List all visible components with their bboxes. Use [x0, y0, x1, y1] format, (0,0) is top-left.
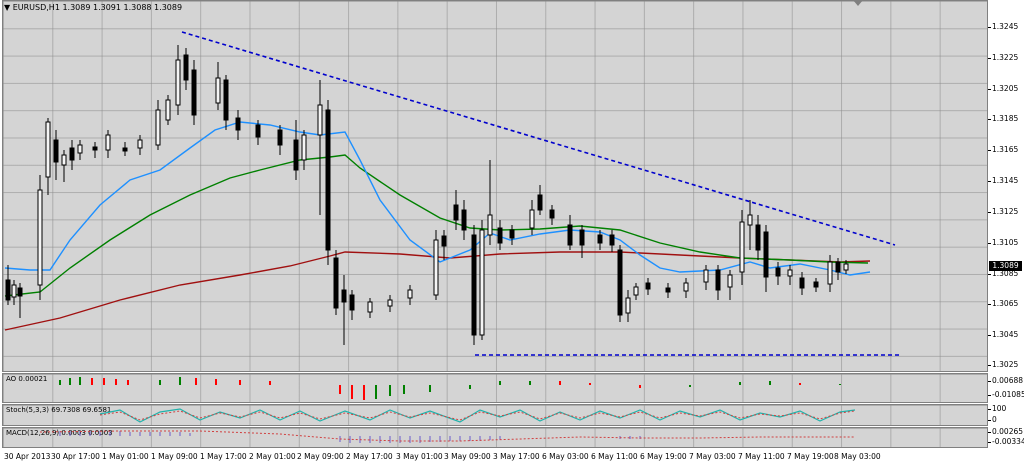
macd-scale: 0.00265 -0.00334	[987, 427, 1024, 448]
time-label: 30 Apr 2013	[4, 452, 51, 461]
price-scale[interactable]: 1.3245 1.3225 1.3205 1.3185 1.3165 1.314…	[987, 0, 1024, 372]
time-axis[interactable]: 30 Apr 2013 30 Apr 17:00 1 May 01:00 1 M…	[0, 448, 1024, 465]
descending-trendline	[181, 31, 896, 246]
ao-tick: 0.00688	[987, 376, 1024, 385]
time-label: 7 May 03:00	[689, 452, 736, 461]
ma-mid-line	[4, 154, 869, 297]
price-tick: 1.3145	[987, 176, 1019, 185]
time-label: 3 May 01:00	[396, 452, 443, 461]
macd-tick: -0.00334	[988, 437, 1024, 446]
chart-shift-marker[interactable]	[853, 0, 863, 6]
price-tick: 1.3245	[987, 22, 1019, 31]
candlesticks	[5, 45, 849, 345]
macd-indicator-pane[interactable]	[2, 427, 988, 448]
price-tick: 1.3225	[987, 53, 1019, 62]
stoch-scale: 100 0	[987, 404, 1024, 426]
ao-tick: -0.01085	[988, 390, 1024, 399]
price-tick: 1.3045	[987, 330, 1019, 339]
price-tick: 1.3185	[987, 114, 1019, 123]
stoch-tick: 0	[988, 415, 997, 424]
price-tick: 1.3105	[987, 238, 1019, 247]
time-label: 1 May 17:00	[200, 452, 247, 461]
ao-scale: 0.00688 -0.01085	[987, 373, 1024, 403]
time-label: 6 May 11:00	[591, 452, 638, 461]
time-label: 2 May 01:00	[249, 452, 296, 461]
macd-label: MACD(12,26,9) 0.0003 0.0003	[6, 429, 113, 437]
stoch-indicator-pane[interactable]	[2, 404, 988, 426]
time-label: 6 May 19:00	[640, 452, 687, 461]
price-tick: 1.3065	[987, 299, 1019, 308]
time-label: 1 May 09:00	[151, 452, 198, 461]
time-label: 3 May 17:00	[493, 452, 540, 461]
price-tick: 1.3165	[987, 145, 1019, 154]
stoch-label: Stoch(5,3,3) 69.7308 69.6581	[6, 406, 112, 414]
ao-label: AO 0.00021	[6, 375, 48, 383]
time-label: 1 May 01:00	[102, 452, 149, 461]
time-label: 6 May 03:00	[542, 452, 589, 461]
time-label: 2 May 09:00	[297, 452, 344, 461]
ao-indicator-pane[interactable]	[2, 373, 988, 403]
ma-fast-line	[4, 121, 871, 276]
macd-tick: 0.00265	[987, 427, 1024, 436]
time-label: 8 May 03:00	[834, 452, 881, 461]
price-tick: 1.3205	[987, 84, 1019, 93]
time-label: 7 May 19:00	[787, 452, 834, 461]
current-price-label: 1.3089	[989, 261, 1022, 271]
chart-title: ▼ EURUSD,H1 1.3089 1.3091 1.3088 1.3089	[4, 3, 183, 12]
price-tick: 1.3085	[987, 269, 1019, 278]
price-tick: 1.3125	[987, 207, 1019, 216]
time-label: 30 Apr 17:00	[51, 452, 100, 461]
stoch-tick: 100	[987, 404, 1007, 413]
price-tick: 1.3025	[987, 360, 1019, 369]
time-label: 2 May 17:00	[346, 452, 393, 461]
time-label: 3 May 09:00	[444, 452, 491, 461]
chart-drawing	[4, 31, 902, 356]
main-chart-pane[interactable]	[2, 0, 988, 372]
time-label: 7 May 11:00	[738, 452, 785, 461]
